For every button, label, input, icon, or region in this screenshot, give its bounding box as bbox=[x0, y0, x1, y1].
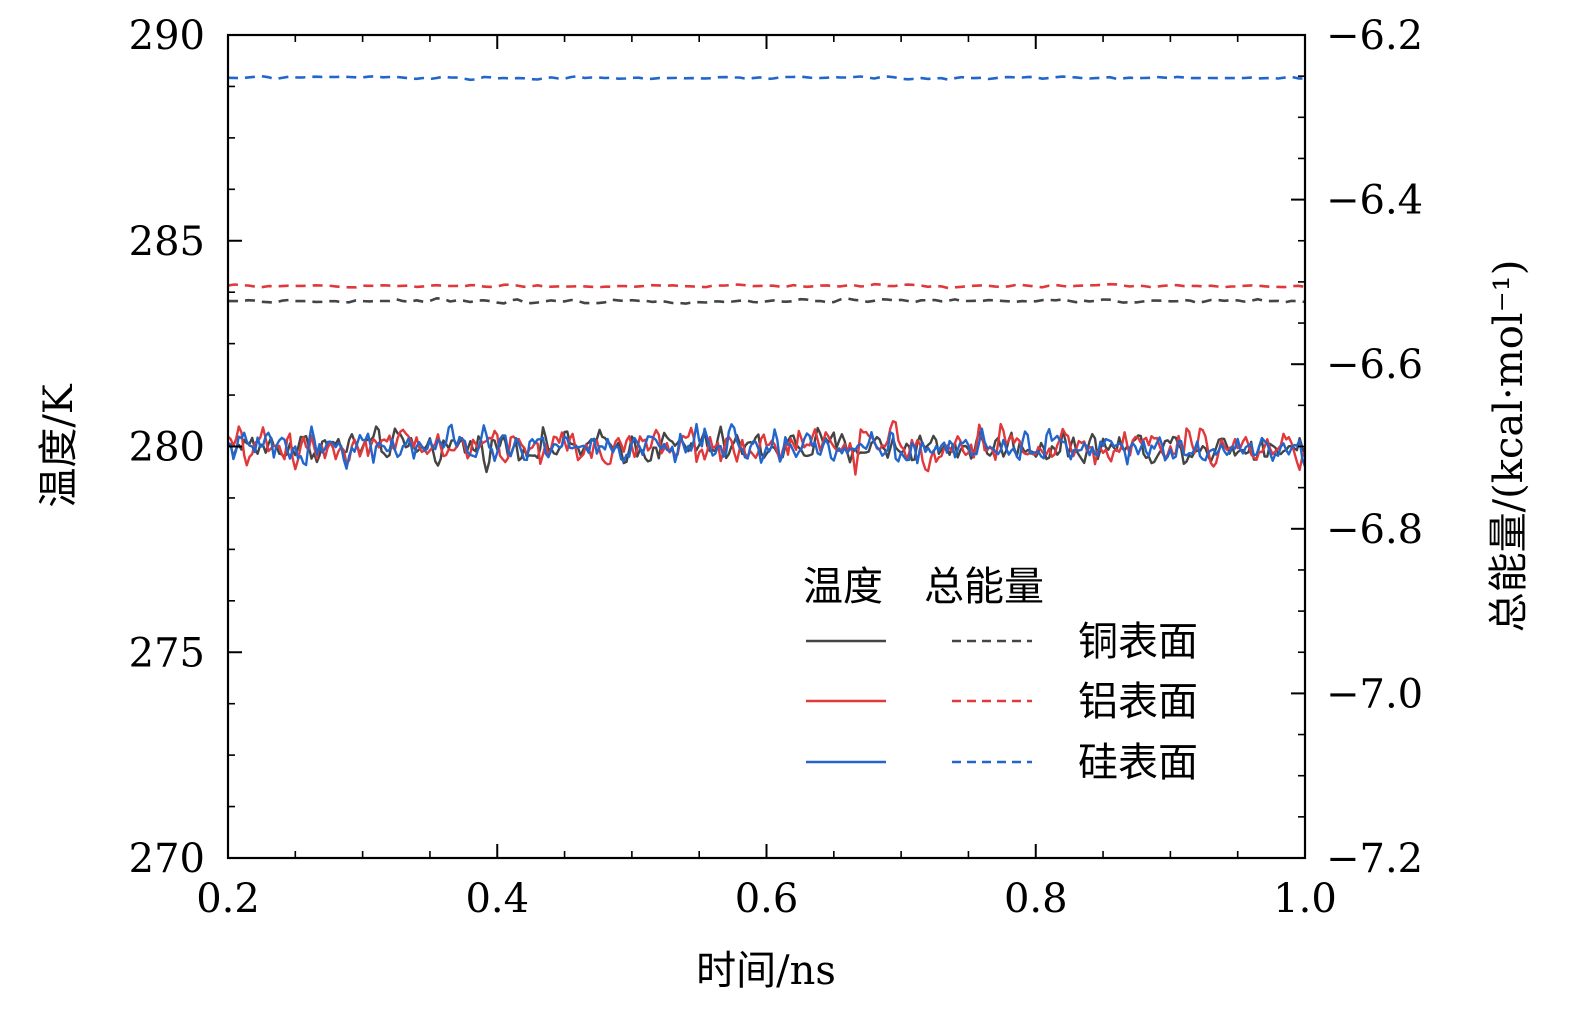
series-copper-energy bbox=[228, 296, 1306, 305]
series-layer bbox=[227, 74, 1307, 476]
legend-header-energy: 总能量 bbox=[924, 564, 1044, 610]
y-left-tick-label: 290 bbox=[129, 13, 205, 59]
y-axis-left-title: 温度/K bbox=[36, 383, 82, 507]
series-aluminum-energy bbox=[227, 282, 1306, 290]
legend-label-silicon: 硅表面 bbox=[1078, 740, 1198, 786]
ticks-layer: 0.2 0.4 0.6 0.8 1.0 270 275 280 285 290 −7.2 −7.0 −6… bbox=[129, 13, 1424, 922]
x-tick-label: 1.0 bbox=[1273, 876, 1337, 922]
y-axis-right-title: 总能量/(kcal·mol⁻¹) bbox=[1486, 260, 1532, 633]
legend-label-copper: 铜表面 bbox=[1078, 619, 1198, 665]
y-right-tick-label: −6.8 bbox=[1326, 507, 1423, 553]
y-right-tick-label: −6.4 bbox=[1326, 178, 1423, 224]
series-aluminum-temperature bbox=[227, 420, 1307, 476]
y-right-tick-label: −7.2 bbox=[1326, 836, 1423, 882]
series-copper-temperature bbox=[227, 425, 1307, 474]
y-right-tick-label: −6.6 bbox=[1326, 342, 1423, 388]
x-tick-label: 0.8 bbox=[1004, 876, 1068, 922]
legend-header-temperature: 温度 bbox=[803, 564, 883, 610]
y-left-tick-label: 285 bbox=[129, 219, 205, 265]
legend: 温度 总能量 铜表面 铝表面 硅表面 bbox=[803, 564, 1198, 786]
y-left-tick-label: 275 bbox=[129, 630, 205, 676]
series-silicon-temperature bbox=[227, 422, 1307, 470]
y-left-tick-label: 280 bbox=[129, 425, 205, 471]
x-axis-title: 时间/ns bbox=[696, 948, 836, 994]
series-silicon-energy bbox=[227, 74, 1305, 82]
y-right-tick-label: −6.2 bbox=[1326, 13, 1423, 59]
x-tick-label: 0.4 bbox=[465, 876, 529, 922]
legend-label-aluminum: 铝表面 bbox=[1078, 679, 1198, 725]
y-right-tick-label: −7.0 bbox=[1326, 671, 1423, 717]
x-tick-label: 0.2 bbox=[196, 876, 260, 922]
y-left-tick-label: 270 bbox=[129, 836, 205, 882]
x-tick-label: 0.6 bbox=[735, 876, 799, 922]
